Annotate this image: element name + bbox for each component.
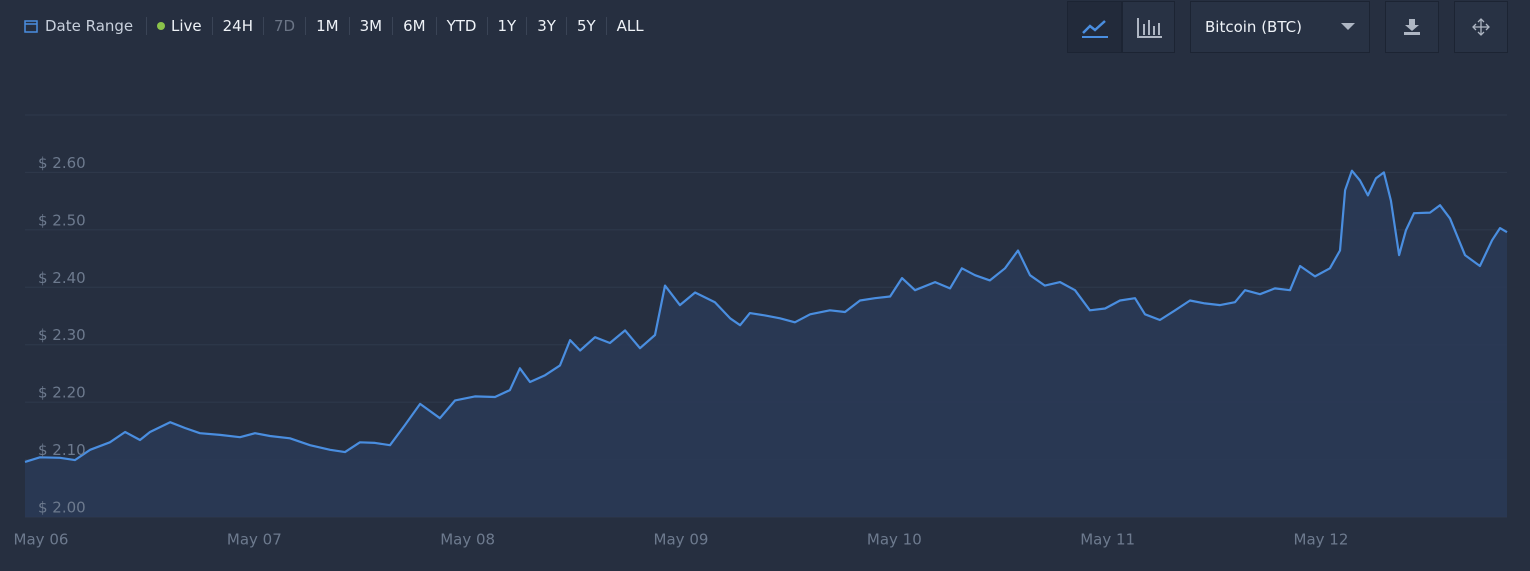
range-button[interactable]: 3M xyxy=(348,17,393,35)
y-tick-label: $ 2.00 xyxy=(38,499,86,517)
x-tick-label: May 12 xyxy=(1294,531,1349,549)
caret xyxy=(1341,23,1355,30)
move-button[interactable] xyxy=(1454,1,1508,53)
toolbar: Date Range Live 24H 7D 1M 3M 6M YTD 1Y 3Y 5Y ALL … xyxy=(0,0,1530,54)
y-tick-label: $ 2.60 xyxy=(38,154,86,172)
range-button[interactable]: 5Y xyxy=(565,17,606,35)
bar-chart-button[interactable] xyxy=(1122,1,1175,53)
y-tick-label: $ 2.50 xyxy=(38,211,86,229)
x-tick-label: May 10 xyxy=(867,531,922,549)
live-label: Live xyxy=(171,17,202,35)
bar-icon xyxy=(1136,18,1162,38)
line-chart-button[interactable] xyxy=(1067,1,1122,53)
asset-select[interactable]: Bitcoin (BTC) xyxy=(1190,1,1370,53)
download-icon xyxy=(1404,19,1420,35)
range-button[interactable]: YTD xyxy=(435,17,487,35)
range-buttons: Live 24H 7D 1M 3M 6M YTD 1Y 3Y 5Y ALL xyxy=(146,17,654,35)
x-tick-label: May 08 xyxy=(440,531,495,549)
line xyxy=(24,169,1508,463)
asset-label: Bitcoin (BTC) xyxy=(1205,18,1302,36)
line-icon xyxy=(1081,20,1108,38)
range-button[interactable]: 6M xyxy=(392,17,436,35)
range-button[interactable]: 24H xyxy=(211,17,263,35)
range-button[interactable]: 1M xyxy=(305,17,349,35)
x-tick-label: May 07 xyxy=(227,531,282,549)
x-tick-label: May 11 xyxy=(1080,531,1135,549)
date-range-label: Date Range xyxy=(45,17,134,35)
range-button[interactable]: 3Y xyxy=(526,17,566,35)
range-button[interactable]: 7D xyxy=(263,17,305,35)
area xyxy=(25,170,1507,517)
range-button[interactable]: ALL xyxy=(605,17,654,35)
range-button[interactable]: 1Y xyxy=(486,17,527,35)
calendar-icon xyxy=(24,20,38,33)
x-tick-label: May 06 xyxy=(14,531,69,549)
y-tick-label: $ 2.20 xyxy=(38,384,86,402)
move-icon xyxy=(1472,18,1490,36)
x-tick-label: May 09 xyxy=(654,531,709,549)
date-range[interactable]: Date Range xyxy=(24,17,133,35)
y-tick-label: $ 2.30 xyxy=(38,326,86,344)
download-button[interactable] xyxy=(1385,1,1439,53)
y-tick-label: $ 2.40 xyxy=(38,269,86,287)
y-tick-label: $ 2.10 xyxy=(38,441,86,459)
live-button[interactable]: Live xyxy=(146,17,212,35)
